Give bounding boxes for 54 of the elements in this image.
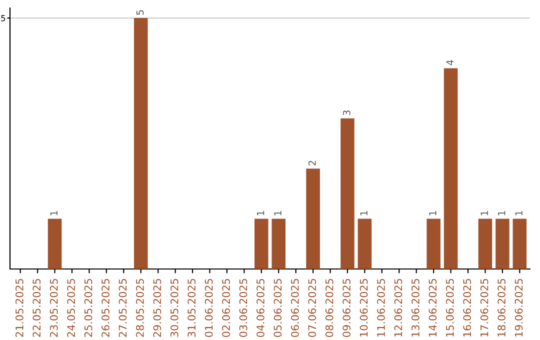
x-tick-label: 08.06.2025 [325,278,334,337]
x-tick-label: 03.06.2025 [239,278,248,337]
x-tick-label: 23.05.2025 [50,278,58,337]
bar [478,218,492,269]
data-label: 2 [308,160,316,166]
bar [358,218,372,269]
data-label: 1 [274,211,282,216]
x-tick-label: 21.05.2025 [15,278,24,337]
bar [426,218,440,269]
data-label: 4 [446,60,454,66]
x-tick-label: 05.06.2025 [274,278,282,337]
bar [496,218,510,269]
data-label: 1 [429,211,436,216]
x-tick-label: 16.06.2025 [463,278,472,337]
data-label: 1 [360,211,368,216]
x-tick-label: 04.06.2025 [256,278,264,337]
x-tick-label: 13.06.2025 [412,278,420,337]
x-tick-label: 19.06.2025 [514,278,523,337]
data-label: 1 [498,211,506,216]
x-tick-label: 12.06.2025 [394,278,402,337]
data-label: 1 [256,211,264,216]
x-tick-label: 31.05.2025 [188,278,196,337]
x-tick-label: 24.05.2025 [67,278,76,337]
bar [134,18,148,269]
bar [512,218,527,269]
bar [444,68,458,269]
data-label: 1 [480,211,488,216]
x-tick-label: 25.05.2025 [84,278,92,337]
x-tick-label: 30.05.2025 [170,278,178,337]
data-label: 1 [50,211,58,216]
x-tick-label: 17.06.2025 [480,278,488,337]
bar [306,168,320,269]
x-tick-label: 10.06.2025 [360,278,368,337]
x-tick-label: 07.06.2025 [308,278,316,337]
x-tick-label: 11.06.2025 [377,278,385,337]
bar [254,218,268,269]
x-tick-label: 26.05.2025 [102,278,110,337]
x-tick-label: 06.06.2025 [290,278,299,337]
bar [48,218,62,269]
bar [340,118,354,269]
x-tick-label: 02.06.2025 [222,278,230,337]
x-tick-label: 22.05.2025 [32,278,41,337]
x-tick-label: 01.06.2025 [204,278,213,337]
x-tick-label: 15.06.2025 [446,278,454,337]
bar [272,218,286,269]
x-tick-label: 29.05.2025 [153,278,162,337]
x-tick-label: 18.06.2025 [498,278,506,337]
x-tick-label: 14.06.2025 [428,278,437,337]
data-label: 1 [515,211,522,216]
data-label: 3 [342,110,350,116]
x-tick-label: 09.06.2025 [342,278,351,337]
x-tick-label: 28.05.2025 [136,278,144,337]
x-tick-label: 27.05.2025 [118,278,127,337]
data-label: 5 [136,10,144,15]
